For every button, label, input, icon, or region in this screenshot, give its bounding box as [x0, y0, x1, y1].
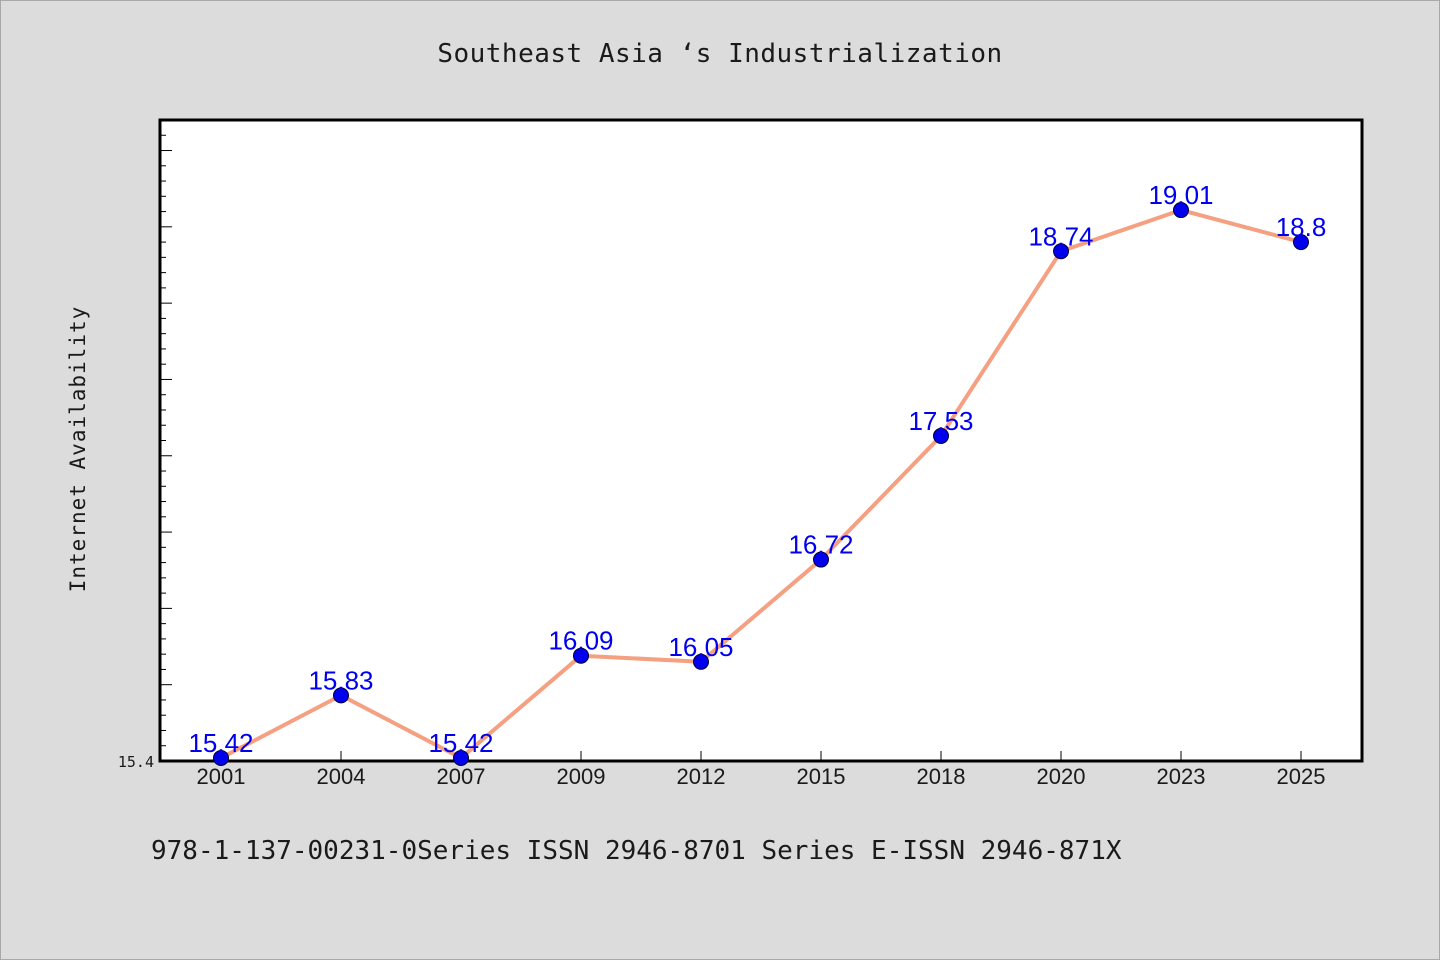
data-point-marker [333, 687, 349, 704]
plot-area [158, 118, 1364, 763]
data-point-marker [1293, 234, 1309, 251]
y-axis: 15.4 [118, 119, 172, 771]
footer-isbn-text: 978-1-137-00231-0Series ISSN 2946-8701 S… [151, 836, 1122, 866]
data-label: 17.53 [908, 406, 973, 436]
x-tick-label: 2007 [437, 764, 486, 789]
data-label: 16.05 [668, 632, 733, 662]
x-axis: 2001 2004 2007 2009 2012 2015 2018 2020 2023 2025 [197, 751, 1326, 789]
data-point-marker [1053, 243, 1069, 260]
data-point-marker [813, 551, 829, 568]
data-point-marker [1173, 202, 1189, 219]
series-line [220, 208, 1302, 760]
data-label: 15.83 [308, 665, 373, 695]
data-labels-group: 15.42 15.83 15.42 16.09 16.05 16.72 17.53 18.74… [188, 180, 1326, 758]
x-tick-label: 2015 [797, 764, 846, 789]
x-tick-label: 2009 [557, 764, 606, 789]
data-label: 16.09 [548, 626, 613, 656]
x-tick-label: 2018 [917, 764, 966, 789]
data-point-marker [573, 647, 589, 664]
x-tick-label: 2023 [1157, 764, 1206, 789]
x-tick-label: 2025 [1277, 764, 1326, 789]
data-label: 16.72 [788, 530, 853, 560]
y-tick-label: 15.4 [118, 753, 154, 771]
data-point-marker [213, 749, 229, 766]
data-point-marker [933, 427, 949, 444]
y-axis-label: Internet Availability [66, 306, 90, 593]
data-label: 15.42 [188, 728, 253, 758]
x-tick-label: 2012 [677, 764, 726, 789]
chart-title: Southeast Asia ‘s Industrialization [437, 39, 1003, 69]
data-point-marker [693, 653, 709, 670]
x-tick-label: 2004 [317, 764, 366, 789]
data-point-marker [453, 749, 469, 766]
series-line-group [213, 202, 1309, 766]
data-label: 18.8 [1276, 212, 1327, 242]
data-label: 19.01 [1148, 180, 1213, 210]
x-tick-label: 2001 [197, 764, 246, 789]
data-label: 15.42 [428, 728, 493, 758]
x-tick-label: 2020 [1037, 764, 1086, 789]
data-label: 18.74 [1028, 221, 1093, 251]
